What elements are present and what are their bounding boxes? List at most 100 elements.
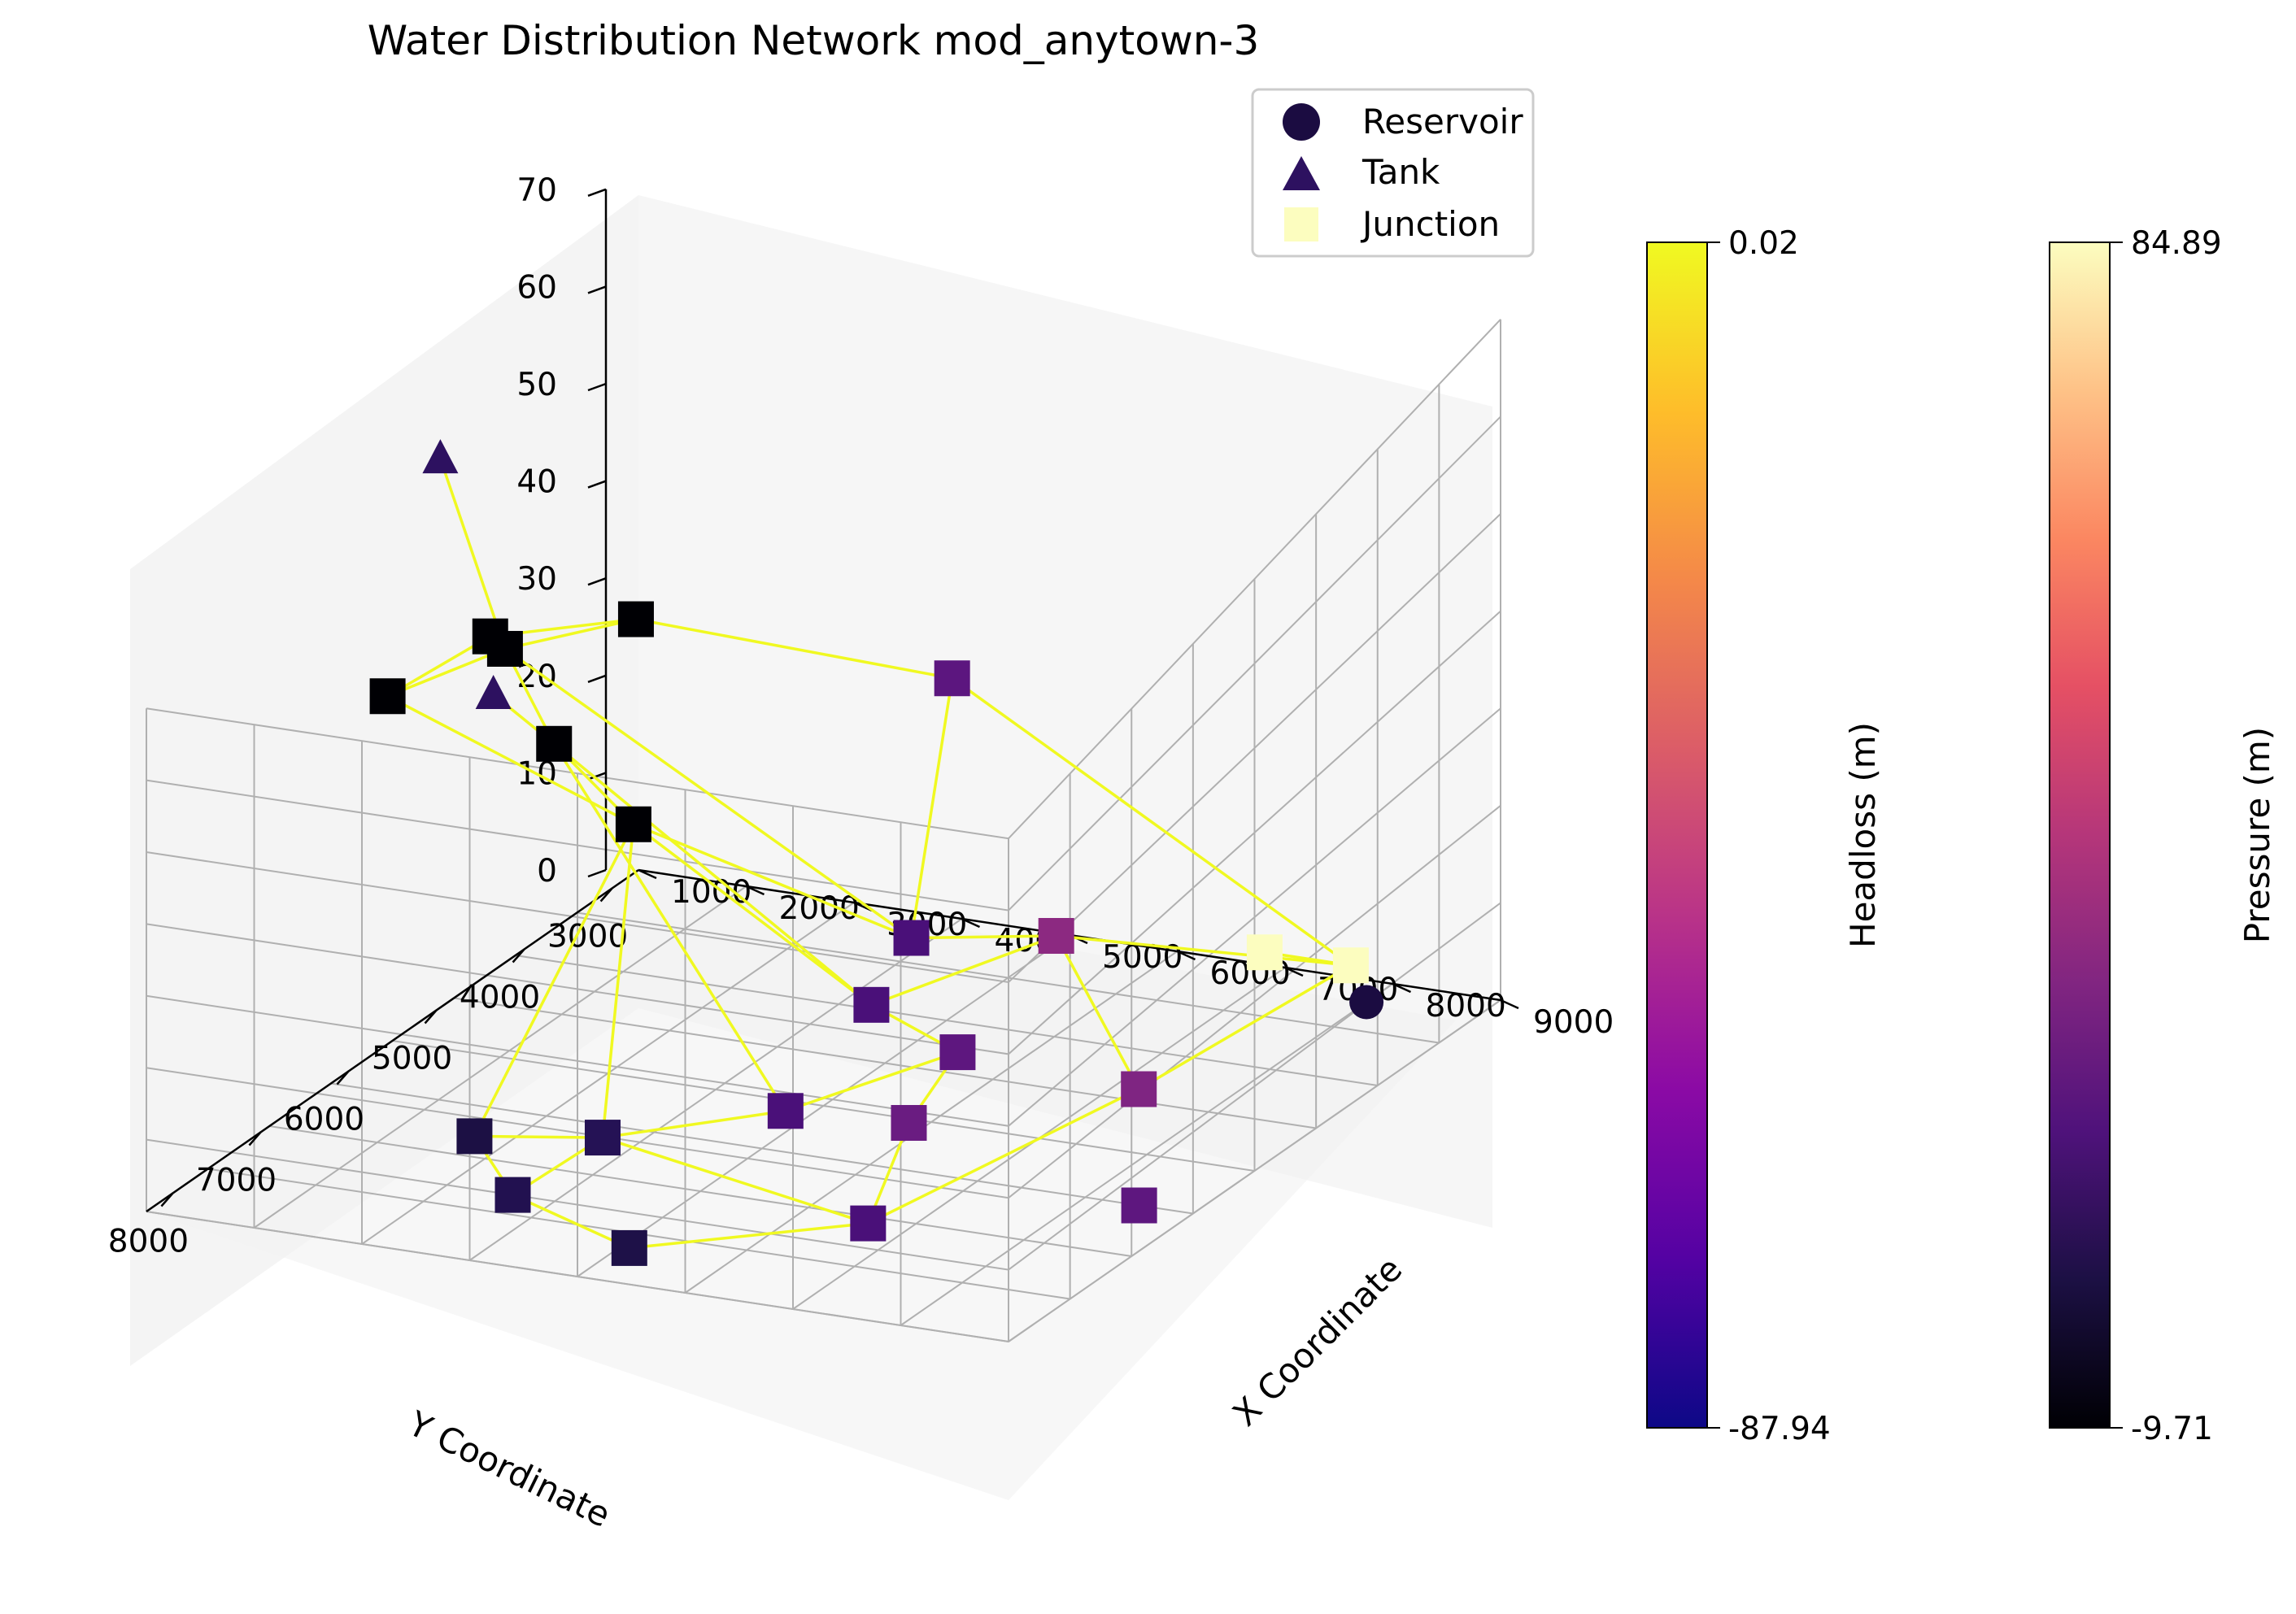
pipe-link (633, 823, 913, 940)
network-nodes (369, 439, 1384, 1266)
floor-pane (146, 870, 1456, 1500)
x-axis-title: X Coordinate (1225, 1249, 1409, 1433)
junction-marker (891, 1105, 927, 1142)
colorbar-pressure-title: Pressure (m) (2237, 727, 2277, 943)
junction-marker (611, 1229, 647, 1266)
grid-line-wall-z (146, 610, 1501, 1055)
legend-box (1251, 88, 1535, 258)
legend: Reservoir Tank Junction (1251, 88, 1535, 258)
junction-marker (1121, 1187, 1157, 1224)
z-tick-label: 0 (537, 853, 557, 890)
y-tick-mark (512, 948, 525, 964)
pipe-link (512, 1194, 630, 1250)
pipe-link (602, 1136, 869, 1225)
y-axis-title: Y Coordinate (402, 1403, 616, 1535)
grid-line-wall-z (146, 513, 1501, 984)
junction-marker (850, 1205, 887, 1242)
z-tick-label: 70 (516, 172, 557, 209)
z-tick-mark (587, 577, 607, 586)
junction-marker (486, 630, 523, 667)
legend-reservoir-marker (1283, 103, 1320, 141)
z-tick-label: 60 (516, 269, 557, 306)
legend-tank-marker (1283, 156, 1320, 190)
pipe-link (867, 1087, 1139, 1225)
z-tick-label: 30 (516, 561, 557, 598)
pipe-link (635, 617, 953, 680)
y-tick-label: 6000 (284, 1102, 364, 1138)
pipe-link (785, 1051, 958, 1112)
y-tick-mark (424, 1009, 438, 1025)
y-tick-label: 3000 (547, 919, 628, 955)
y-tick-label: 7000 (196, 1163, 277, 1199)
pipe-link (870, 934, 1057, 1007)
junction-marker (853, 986, 890, 1023)
colorbar-headloss: 0.02 -87.94 Headloss (m) (1646, 225, 1883, 1447)
grid-line-wall-z (146, 707, 1501, 1127)
legend-junction-marker (1284, 207, 1318, 241)
junction-marker (615, 806, 651, 842)
colorbar-pressure-bar (2049, 241, 2111, 1429)
x-tick-mark (745, 885, 765, 896)
z-tick-mark (587, 674, 607, 683)
pipe-link (553, 742, 873, 1007)
grid-line-floor-y (330, 1082, 1194, 1215)
colorbar-headloss-max-label: 0.02 (1728, 225, 1799, 262)
colorbar-pressure: 84.89 -9.71 Pressure (m) (2049, 225, 2277, 1447)
pipe-link (629, 1221, 869, 1250)
y-tick-mark (160, 1192, 174, 1207)
x-tick-mark (638, 868, 657, 880)
pipe-link (474, 1134, 603, 1139)
y-tick-mark (599, 887, 613, 903)
junction-marker (939, 1034, 976, 1071)
colorbar-headloss-min-label: -87.94 (1728, 1411, 1831, 1447)
pipe-link (1056, 934, 1352, 967)
pipe-link (1055, 935, 1140, 1090)
legend-tank-label: Tank (1361, 152, 1440, 192)
pipe-link (438, 458, 507, 650)
grid-line-wall-z (146, 805, 1501, 1199)
pipe-link (909, 677, 954, 938)
x-tick-label: 8000 (1426, 988, 1506, 1025)
y-tick-mark (248, 1131, 262, 1146)
tank-marker (422, 439, 459, 474)
x-tick-mark (1392, 982, 1412, 994)
z-tick-mark (587, 868, 607, 878)
legend-reservoir-label: Reservoir (1362, 102, 1523, 141)
z-axis-ticks: 010203040506070 (516, 172, 607, 890)
y-tick-mark (336, 1070, 350, 1085)
pipe-link (1138, 964, 1352, 1091)
x-tick-mark (1500, 998, 1519, 1010)
x-tick-label: 2000 (779, 890, 860, 927)
legend-junction-label: Junction (1360, 204, 1500, 244)
z-tick-mark (587, 772, 607, 781)
pipe-link (632, 823, 873, 1007)
junction-marker (369, 678, 406, 715)
grid-line-floor-y (515, 955, 1378, 1086)
junction-marker (456, 1118, 493, 1155)
colorbar-headloss-bar (1646, 241, 1708, 1429)
y-tick-label: 4000 (460, 980, 540, 1016)
junction-marker (893, 920, 930, 956)
colorbar-pressure-min-label: -9.71 (2131, 1411, 2213, 1447)
pipe-link (552, 742, 787, 1112)
axes-panes (130, 195, 1492, 1500)
pipe-link (601, 824, 635, 1138)
pipe-link (911, 934, 1057, 940)
pipe-link (951, 676, 1352, 967)
grid-line-wall-z (146, 999, 1501, 1343)
grid-line-wall-z (146, 902, 1501, 1271)
z-tick-mark (587, 382, 607, 392)
tank-marker (475, 675, 512, 710)
grid-line-floor-y (453, 997, 1317, 1129)
chart-title: Water Distribution Network mod_anytown-3 (368, 17, 1260, 64)
x-tick-mark (1176, 950, 1196, 961)
x-tick-mark (1284, 966, 1304, 977)
grid-line-floor-y (392, 1040, 1255, 1172)
grid-line-wall-z (146, 319, 1501, 840)
z-tick-mark (587, 188, 607, 197)
y-tick-label: 5000 (372, 1041, 452, 1077)
junction-marker (1121, 1071, 1157, 1107)
junction-marker (767, 1093, 804, 1129)
